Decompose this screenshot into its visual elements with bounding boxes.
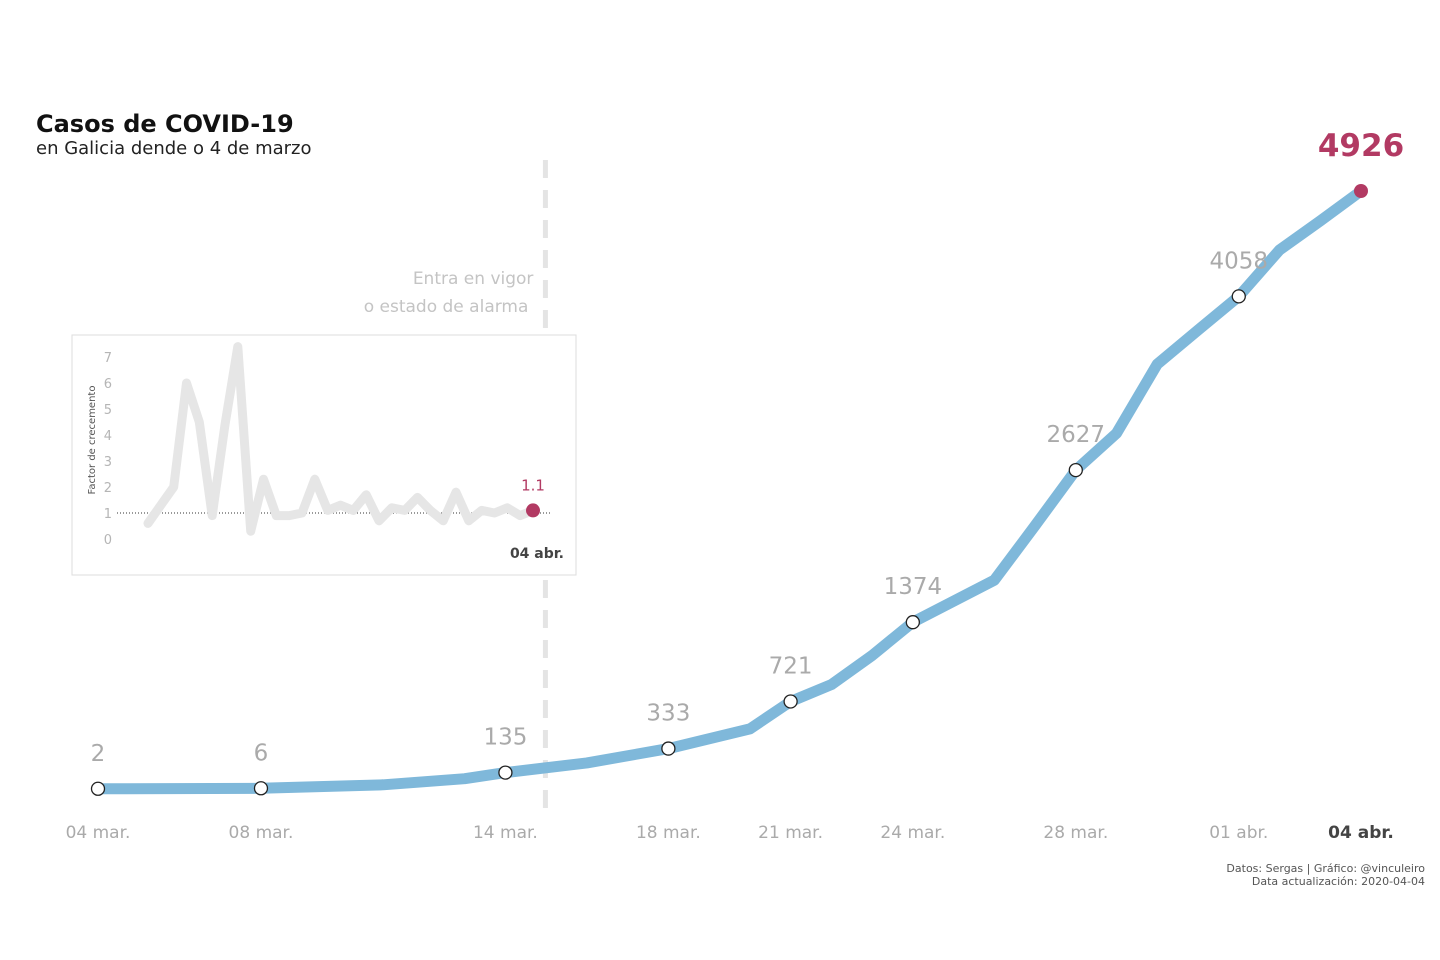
chart-subtitle: en Galicia dende o 4 de marzo (36, 138, 312, 159)
marker (253, 781, 269, 796)
x-tick-label: 01 abr. (1209, 823, 1268, 843)
update-date: Data actualización: 2020-04-04 (1252, 875, 1425, 888)
inset-y-ticks: 0 1 2 3 4 5 6 7 (104, 351, 112, 548)
cases-line (92, 185, 1367, 795)
inset-y-tick: 3 (104, 455, 112, 470)
inset-frame (71, 334, 577, 576)
data-label: 2 (91, 741, 106, 767)
data-label: 2627 (1047, 422, 1106, 448)
inset-y-tick: 2 (104, 481, 112, 496)
data-label: 721 (769, 653, 813, 679)
growth-factor-inset: Factor de crecemento 0 1 2 3 4 5 6 7 1.1 04 abr… (71, 334, 577, 576)
inset-y-tick: 0 (104, 533, 112, 548)
data-label: 6 (254, 740, 269, 766)
inset-y-tick: 4 (104, 429, 112, 444)
x-tick-label: 18 mar. (636, 823, 701, 843)
x-axis-ticks: 04 mar. 08 mar. 14 mar. 18 mar. 21 mar. 24 ma… (66, 823, 1394, 843)
marker (661, 741, 676, 756)
data-label-last: 4926 (1318, 128, 1404, 164)
cases-series (92, 185, 1367, 795)
marker-last (1354, 184, 1368, 198)
inset-last-date: 04 abr. (510, 546, 564, 562)
inset-y-tick: 6 (104, 377, 112, 392)
inset-y-tick: 1 (104, 507, 112, 522)
x-tick-label: 21 mar. (758, 823, 823, 843)
inset-y-tick: 5 (104, 403, 112, 418)
marker (783, 694, 798, 709)
data-label: 4058 (1210, 248, 1269, 274)
inset-marker-last (526, 503, 540, 518)
annotation-line-1: Entra en vigor (413, 269, 534, 289)
data-label: 135 (483, 725, 527, 751)
data-label: 1374 (884, 574, 943, 600)
source-credit: Datos: Sergas | Gráfico: @vinculeiro (1226, 862, 1425, 875)
inset-last-value: 1.1 (521, 476, 545, 494)
x-tick-label: 24 mar. (880, 823, 945, 843)
marker (498, 765, 513, 780)
x-tick-label: 28 mar. (1043, 823, 1108, 843)
data-label: 333 (646, 701, 690, 727)
marker (90, 781, 106, 796)
marker (1231, 289, 1246, 304)
x-tick-label: 14 mar. (473, 823, 538, 843)
inset-y-tick: 7 (104, 351, 112, 366)
growth-factor-series (143, 342, 540, 536)
marker (905, 615, 920, 630)
x-tick-label: 04 mar. (66, 823, 131, 843)
x-tick-label: 08 mar. (229, 823, 294, 843)
growth-factor-line (143, 342, 538, 536)
annotation-line-2: o estado de alarma (364, 297, 529, 317)
marker (1068, 462, 1083, 478)
x-tick-label: 04 abr. (1328, 823, 1394, 843)
chart-title: Casos de COVID-19 (36, 110, 294, 138)
inset-y-label: Factor de crecemento (87, 386, 98, 495)
